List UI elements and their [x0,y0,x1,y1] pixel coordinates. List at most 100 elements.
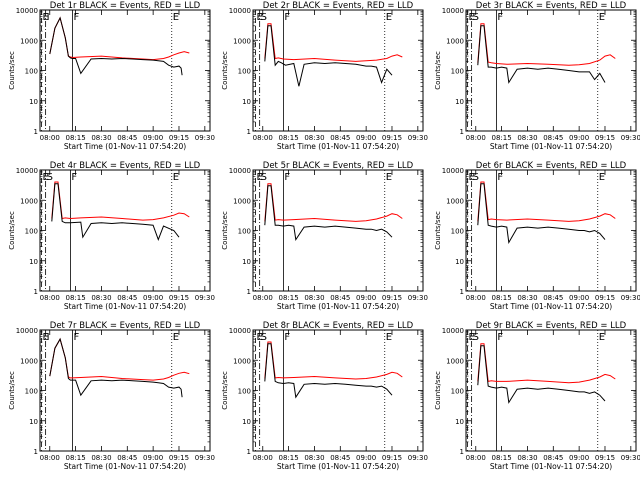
x-tick-label: 09:30 [621,454,640,462]
x-axis-label: Start Time (01-Nov-11 07:54:20) [277,462,399,471]
chart-title: Det 7r BLACK = Events, RED = LLD [50,321,201,331]
x-axis-label: Start Time (01-Nov-11 07:54:20) [64,462,186,471]
y-tick-label: 10000 [442,327,464,335]
y-tick-label: 100 [238,228,251,236]
y-tick-label: 1 [34,448,38,456]
series-line-lld [49,337,190,381]
x-tick-label: 08:30 [304,134,324,142]
y-tick-label: 100 [238,388,251,396]
marker-label: F [284,172,290,183]
x-tick-label: 09:00 [143,134,163,142]
marker-label: E [257,172,263,183]
y-tick-label: 10000 [229,327,251,335]
marker-label: I [47,12,50,23]
x-tick-label: 09:00 [356,294,376,302]
chart-panel-1: Det 1r BLACK = Events, RED = LLD 1 10 100 10… [8,1,215,151]
y-tick-label: 10000 [229,7,251,15]
plot-frame [252,169,424,292]
y-tick-label: 100 [25,68,38,76]
marker-label: F [284,12,290,23]
x-tick-label: 08:00 [40,134,60,142]
y-tick-label: 10000 [16,327,38,335]
y-tick-label: 1 [247,448,251,456]
x-tick-label: 08:45 [330,454,350,462]
x-tick-label: 08:00 [466,454,486,462]
x-tick-label: 09:30 [408,454,428,462]
marker-label: E [257,332,263,343]
x-tick-label: 08:30 [304,294,324,302]
x-tick-label: 08:45 [543,294,563,302]
y-tick-label: 1 [460,448,464,456]
y-tick-label: 10 [455,258,464,266]
marker-label: S [261,332,267,343]
x-tick-label: 08:45 [117,134,137,142]
plot-frame [39,329,211,452]
marker-label: E [386,172,392,183]
x-tick-label: 08:30 [91,134,111,142]
plot-frame [252,329,424,452]
y-tick-label: 100 [451,68,464,76]
chart-panel-6: Det 6r BLACK = Events, RED = LLD 1 10 100 10… [434,161,640,311]
marker-label: E [42,12,48,23]
y-axis-label: Counts/sec [8,211,16,250]
marker-label: E [42,172,48,183]
x-tick-label: 09:30 [621,294,640,302]
chart-title: Det 3r BLACK = Events, RED = LLD [476,1,627,11]
y-axis-label: Counts/sec [8,371,16,410]
x-tick-label: 08:30 [517,294,537,302]
x-tick-label: 08:15 [492,454,512,462]
y-tick-label: 100 [238,68,251,76]
x-tick-label: 08:45 [543,134,563,142]
x-tick-label: 08:15 [492,294,512,302]
y-axis-label: Counts/sec [434,51,442,90]
y-tick-label: 1 [460,128,464,136]
series-line-events [264,25,393,87]
series-line-lld [477,181,616,222]
x-tick-label: 09:30 [621,134,640,142]
series-line-lld [51,181,190,221]
marker-label: E [386,332,392,343]
x-axis-label: Start Time (01-Nov-11 07:54:20) [490,462,612,471]
series-line-events [264,185,393,241]
y-tick-label: 1 [34,288,38,296]
marker-label: S [473,172,479,183]
marker-label: S [47,172,53,183]
chart-panel-4: Det 4r BLACK = Events, RED = LLD 1 10 100 10… [8,161,215,311]
x-tick-label: 08:00 [253,294,273,302]
marker-label: F [497,172,503,183]
y-axis-label: Counts/sec [221,371,229,410]
marker-label: E [599,12,605,23]
x-tick-label: 08:00 [253,134,273,142]
x-tick-label: 09:00 [356,454,376,462]
x-tick-label: 09:15 [169,294,189,302]
x-tick-label: 08:15 [279,294,299,302]
x-tick-label: 08:30 [91,454,111,462]
x-tick-label: 09:30 [408,294,428,302]
plot-frame [465,329,637,452]
y-tick-label: 1000 [20,357,38,365]
y-tick-label: 10 [29,418,38,426]
x-tick-label: 08:45 [543,454,563,462]
series-line-events [477,345,606,404]
x-tick-label: 08:45 [330,134,350,142]
series-line-events [477,25,606,84]
y-axis-label: Counts/sec [8,51,16,90]
y-axis-label: Counts/sec [221,51,229,90]
x-tick-label: 08:00 [466,134,486,142]
x-tick-label: 09:30 [195,454,215,462]
marker-label: S [261,172,267,183]
marker-label: I [47,332,50,343]
x-tick-label: 09:15 [169,134,189,142]
series-line-lld [477,23,616,66]
series-line-events [49,337,183,398]
y-tick-label: 10000 [442,167,464,175]
series-line-events [477,183,606,245]
chart-title: Det 6r BLACK = Events, RED = LLD [476,161,627,171]
y-tick-label: 1000 [20,37,38,45]
x-tick-label: 09:00 [143,294,163,302]
x-tick-label: 08:00 [466,294,486,302]
marker-label: S [473,332,479,343]
y-tick-label: 1000 [233,197,251,205]
y-tick-label: 10 [242,258,251,266]
